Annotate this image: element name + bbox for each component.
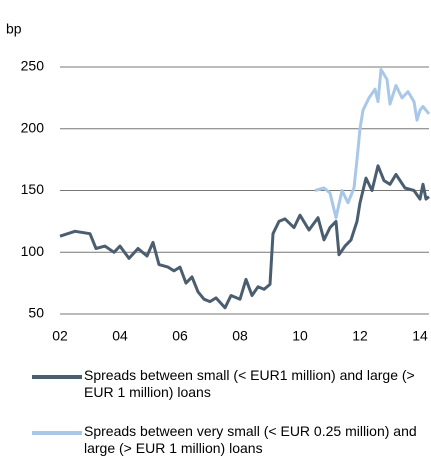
- y-tick-label: 250: [21, 58, 45, 74]
- x-tick-label: 12: [352, 328, 368, 344]
- series-line: [314, 68, 431, 220]
- x-tick-label: 04: [112, 328, 128, 344]
- legend-swatch: [32, 375, 82, 379]
- legend-label: Spreads between small (< EUR1 million) a…: [84, 367, 415, 400]
- y-tick-label: 50: [28, 305, 44, 321]
- x-tick-label: 14: [412, 328, 428, 344]
- y-tick-label: 150: [21, 181, 45, 197]
- legend-label: Spreads between very small (< EUR 0.25 m…: [84, 423, 417, 456]
- series-line: [59, 164, 430, 310]
- y-axis-label: bp: [6, 21, 22, 37]
- y-tick-label: 200: [21, 119, 45, 135]
- y-tick-label: 100: [21, 243, 45, 259]
- legend-swatch: [32, 431, 82, 435]
- x-tick-label: 08: [232, 328, 248, 344]
- x-tick-label: 10: [292, 328, 308, 344]
- x-tick-label: 06: [172, 328, 188, 344]
- x-tick-label: 02: [52, 328, 68, 344]
